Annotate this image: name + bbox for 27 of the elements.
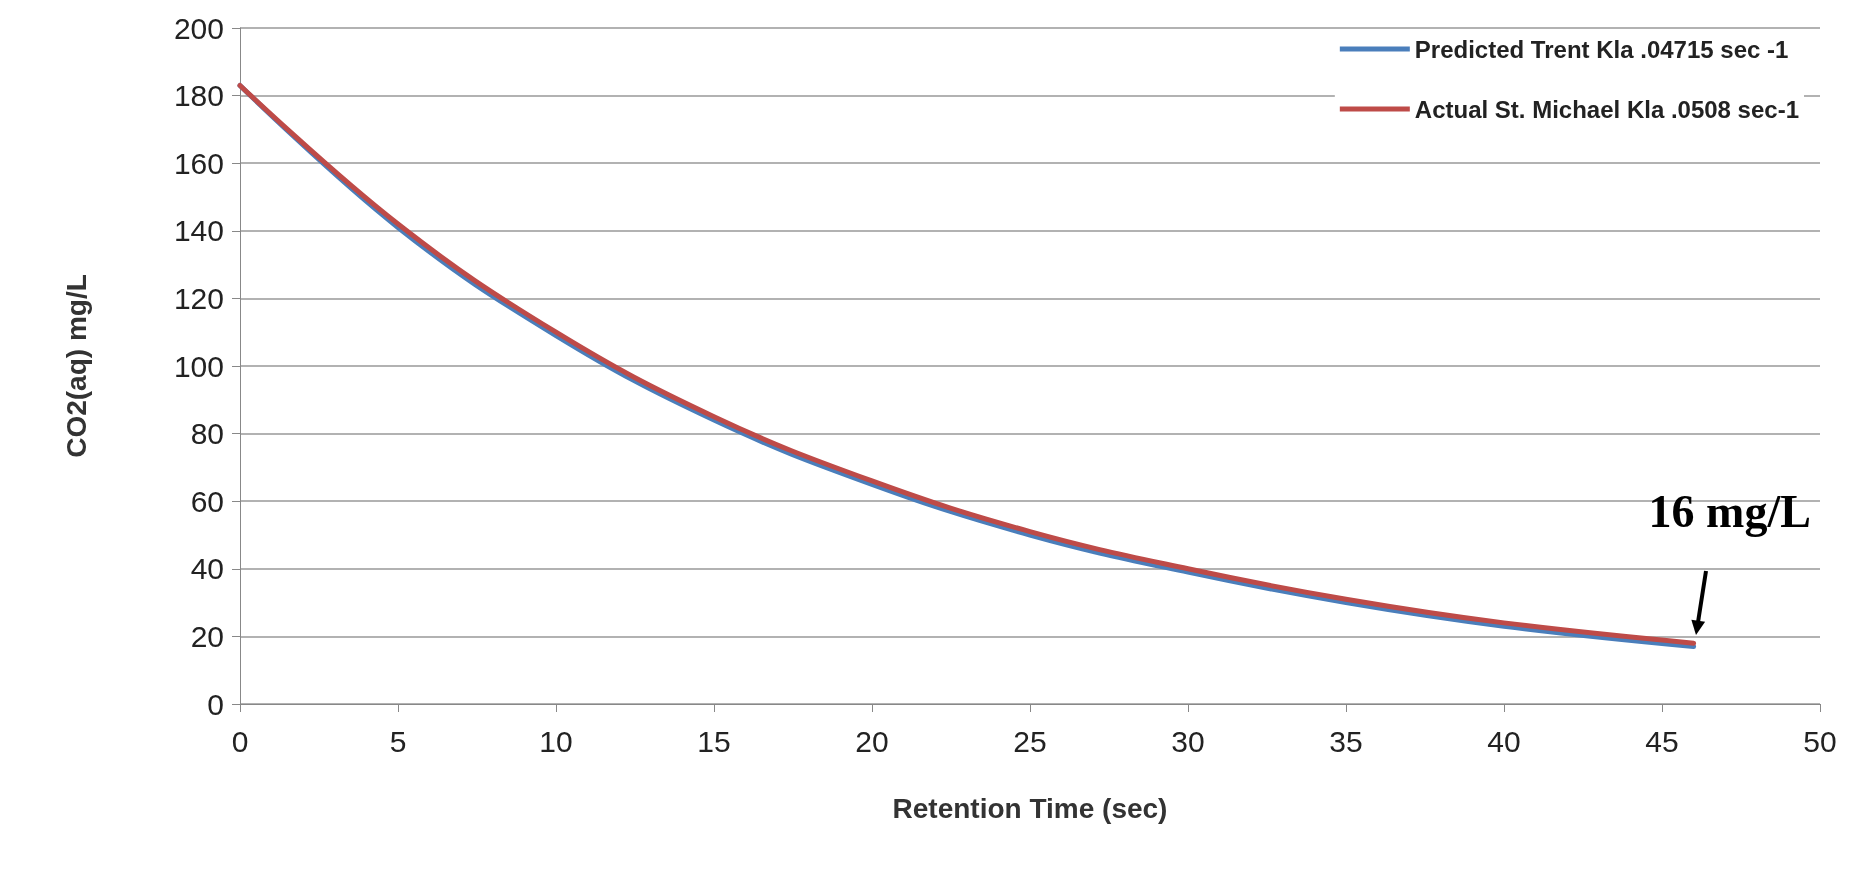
- y-tick-label: 180: [173, 79, 224, 113]
- x-tick-label: 20: [855, 724, 889, 758]
- y-tick-label: 140: [173, 214, 224, 248]
- legend-label: Actual St. Michael Kla .0508 sec-1: [1414, 95, 1800, 123]
- x-tick-label: 35: [1329, 724, 1363, 758]
- y-tick-label: 120: [173, 281, 224, 315]
- y-tick-label: 80: [190, 417, 224, 451]
- x-tick-label: 15: [697, 724, 731, 758]
- y-axis-title: CO2(aq) mg/L: [60, 274, 92, 458]
- x-tick-label: 50: [1803, 724, 1837, 758]
- x-tick-label: 30: [1171, 724, 1205, 758]
- y-tick-label: 40: [190, 552, 224, 586]
- x-tick-label: 40: [1487, 724, 1521, 758]
- x-tick-label: 45: [1645, 724, 1679, 758]
- x-tick-label: 5: [389, 724, 407, 758]
- y-tick-label: 200: [173, 11, 224, 45]
- y-tick-label: 20: [190, 619, 224, 653]
- y-tick-label: 160: [173, 146, 224, 180]
- y-tick-label: 100: [173, 349, 224, 383]
- legend-label: Predicted Trent Kla .04715 sec -1: [1414, 35, 1789, 63]
- x-axis-title: Retention Time (sec): [892, 792, 1168, 824]
- x-tick-label: 0: [231, 724, 249, 758]
- y-tick-label: 0: [207, 687, 224, 721]
- y-tick-label: 60: [190, 484, 224, 518]
- x-tick-label: 25: [1013, 724, 1047, 758]
- x-tick-label: 10: [539, 724, 573, 758]
- annotation: 16 mg/L: [1648, 485, 1811, 537]
